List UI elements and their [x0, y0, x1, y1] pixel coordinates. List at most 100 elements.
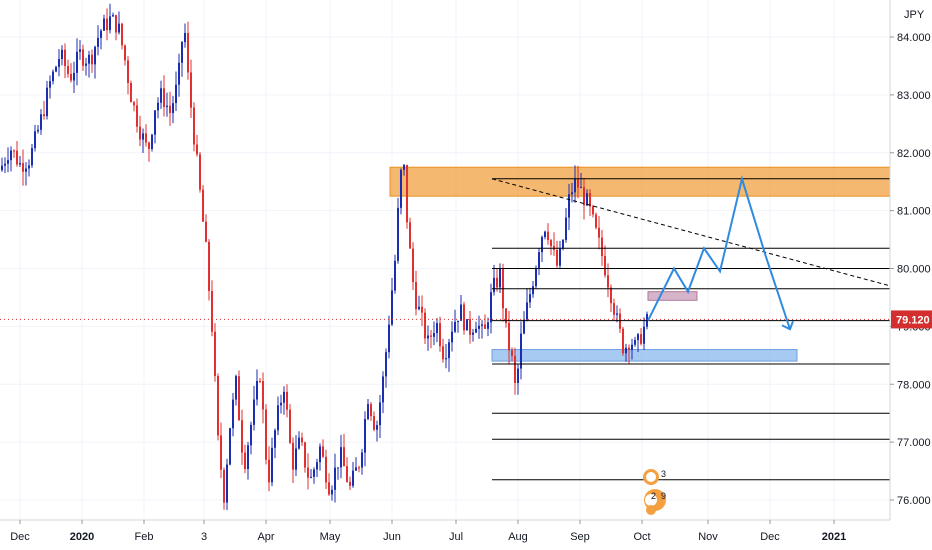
- candle-body: [640, 334, 642, 344]
- candle-body: [196, 144, 198, 155]
- candle-body: [223, 469, 225, 503]
- candle-body: [244, 452, 246, 470]
- event-icon-inner: [645, 494, 657, 506]
- candle-body: [136, 105, 138, 127]
- event-label: 3: [661, 469, 666, 479]
- candle-body: [334, 467, 336, 490]
- y-tick-label: 82.000: [897, 148, 931, 160]
- candle-body: [154, 110, 156, 135]
- candle-body: [31, 148, 33, 166]
- event-markers[interactable]: 3 2 9: [643, 469, 666, 515]
- candle-body: [592, 206, 594, 215]
- candle-body: [4, 163, 6, 166]
- x-tick-label: 2020: [70, 531, 94, 543]
- candle-body: [412, 248, 414, 283]
- current-price-tag: [891, 310, 932, 329]
- projection-path: [647, 174, 794, 331]
- event-icon: [646, 505, 656, 515]
- y-tick-label: 78.000: [897, 379, 931, 391]
- time-axis-bg: [0, 520, 932, 550]
- candle-body: [499, 268, 501, 288]
- candle-body: [367, 404, 369, 420]
- candle-body: [265, 409, 267, 460]
- candle-body: [16, 150, 18, 165]
- candle-body: [523, 319, 525, 334]
- candle-body: [61, 49, 63, 60]
- candle-body: [238, 376, 240, 421]
- projection-line: [647, 174, 791, 330]
- candle-body: [601, 237, 603, 257]
- candle-body: [226, 464, 228, 503]
- candle-body: [55, 66, 57, 72]
- candle-body: [277, 405, 279, 431]
- event-label: 9: [661, 491, 666, 501]
- candle-body: [517, 368, 519, 384]
- candle-body: [391, 290, 393, 325]
- candle-body: [550, 240, 552, 247]
- candle-body: [349, 481, 351, 486]
- candle-body: [211, 291, 213, 332]
- candle-body: [436, 323, 438, 334]
- candle-body: [100, 30, 102, 38]
- y-tick-label: 77.000: [897, 437, 931, 449]
- candle-body: [67, 66, 69, 74]
- candle-body: [316, 462, 318, 470]
- event-icon-inner: [646, 472, 656, 482]
- x-tick-label: Aug: [508, 531, 528, 543]
- candle-body: [373, 416, 375, 430]
- candle-body: [160, 88, 162, 103]
- candle-body: [118, 23, 120, 33]
- candle-body: [190, 72, 192, 108]
- candle-body: [628, 347, 630, 350]
- candle-body: [448, 342, 450, 359]
- candle-body: [82, 49, 84, 66]
- candle-body: [409, 222, 411, 249]
- candle-body: [445, 358, 447, 360]
- candle-body: [166, 105, 168, 107]
- candle-body: [268, 459, 270, 483]
- candle-body: [121, 23, 123, 46]
- candle-body: [403, 164, 405, 170]
- candle-body: [37, 129, 39, 132]
- candle-body: [544, 231, 546, 238]
- candle-body: [142, 133, 144, 140]
- candle-body: [259, 381, 261, 383]
- candle-body: [463, 304, 465, 331]
- zone-resistance: [389, 166, 891, 197]
- candle-body: [85, 63, 87, 66]
- candle-body: [481, 324, 483, 326]
- candle-body: [112, 15, 114, 17]
- candle-body: [469, 319, 471, 335]
- axis-unit-label: JPY: [904, 9, 925, 21]
- candle-body: [241, 420, 243, 453]
- candle-body: [103, 18, 105, 31]
- candle-body: [355, 467, 357, 471]
- candle-body: [43, 114, 45, 117]
- candle-body: [301, 437, 303, 443]
- candle-body: [283, 391, 285, 403]
- candle-body: [199, 154, 201, 190]
- candle-body: [616, 313, 618, 315]
- candle-body: [58, 59, 60, 67]
- x-tick-label: Sep: [570, 531, 590, 543]
- candle-body: [526, 302, 528, 320]
- candle-body: [109, 16, 111, 31]
- candle-body: [424, 312, 426, 339]
- candle-body: [91, 54, 93, 65]
- candle-body: [610, 287, 612, 304]
- candle-body: [328, 482, 330, 495]
- candle-body: [415, 282, 417, 310]
- candle-body: [547, 231, 549, 241]
- candle-body: [352, 470, 354, 486]
- candle-body: [358, 467, 360, 469]
- candle-body: [538, 252, 540, 268]
- candle-body: [562, 239, 564, 249]
- x-tick-label: Apr: [257, 531, 274, 543]
- candle-body: [643, 326, 645, 344]
- candle-body: [133, 102, 135, 106]
- candle-body: [76, 51, 78, 73]
- candle-body: [487, 322, 489, 329]
- candle-body: [307, 467, 309, 478]
- candle-body: [247, 445, 249, 470]
